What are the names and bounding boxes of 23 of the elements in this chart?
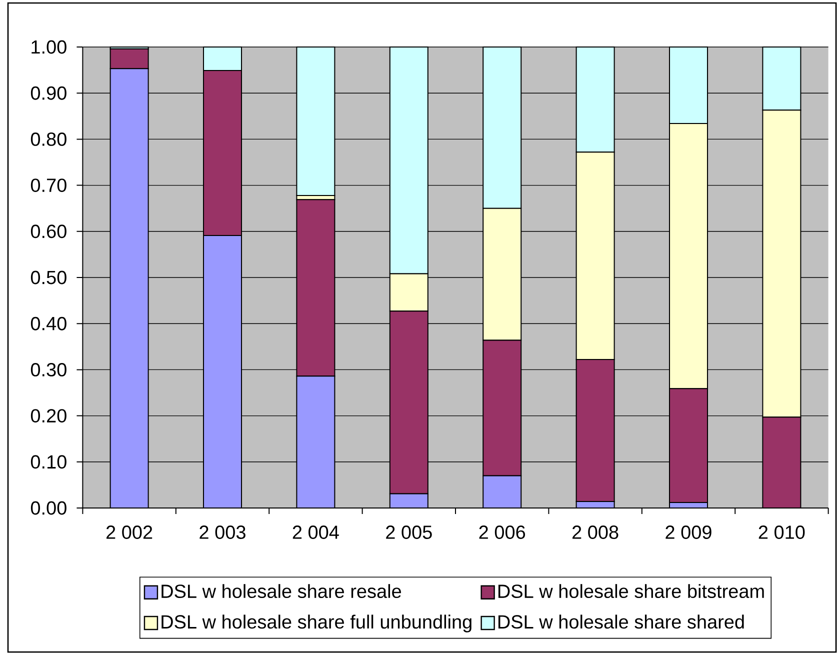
x-tick-label: 2 004 xyxy=(292,526,339,539)
y-tick-label: 1.00 xyxy=(32,40,66,54)
x-tick-label: 2 002 xyxy=(106,526,152,539)
x-tick-label: 2 008 xyxy=(572,526,618,539)
x-tick-label: 2 003 xyxy=(200,526,246,539)
y-tick-label: 0.90 xyxy=(30,86,66,100)
legend-label: DSL w holesale share full unbundling xyxy=(162,614,472,632)
legend-label: DSL w holesale share shared xyxy=(498,614,744,629)
x-tick-label: 2 010 xyxy=(758,526,805,539)
y-tick-label: 0.60 xyxy=(30,224,66,238)
y-tick-label: 0.00 xyxy=(30,501,66,515)
y-tick-label: 0.50 xyxy=(30,270,66,284)
legend-label: DSL w holesale share bitstream xyxy=(498,584,764,598)
x-tick-label: 2 009 xyxy=(666,526,712,539)
legend-label: DSL w holesale share resale xyxy=(162,584,402,598)
x-tick-label: 2 006 xyxy=(479,526,526,539)
y-tick-label: 0.40 xyxy=(30,316,66,330)
y-tick-label: 0.70 xyxy=(30,178,66,192)
y-tick-label: 0.80 xyxy=(30,132,66,146)
y-tick-label: 0.10 xyxy=(30,455,66,469)
y-tick-label: 0.20 xyxy=(30,409,66,423)
x-tick-label: 2 005 xyxy=(386,526,432,539)
y-tick-label: 0.30 xyxy=(30,362,66,376)
